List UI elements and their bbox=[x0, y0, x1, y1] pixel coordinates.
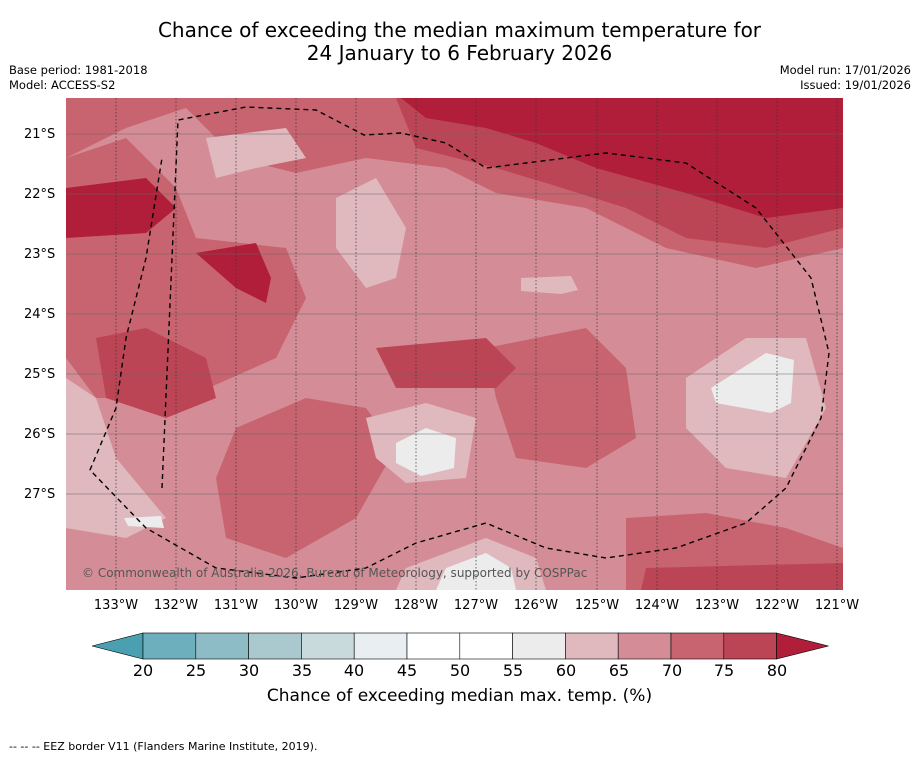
lat-label-24: 24°S bbox=[24, 307, 56, 322]
band-55-60-west bbox=[124, 516, 164, 528]
lon-label-125: 125°W bbox=[574, 598, 620, 613]
colorbar-cell bbox=[565, 632, 619, 660]
colorbar-cell bbox=[195, 632, 249, 660]
colorbar-cell bbox=[142, 632, 197, 660]
colorbar-cell bbox=[301, 632, 355, 660]
model-run: Model run: 17/01/2026 bbox=[779, 63, 911, 77]
band-55-60-east bbox=[711, 353, 794, 413]
colorbar-tick-75: 75 bbox=[713, 661, 735, 680]
model-name: Model: ACCESS-S2 bbox=[9, 78, 116, 92]
band-80-plus-inland bbox=[196, 243, 271, 303]
colorbar-tick-45: 45 bbox=[396, 661, 418, 680]
lon-label-133: 133°W bbox=[93, 598, 139, 613]
band-60-65-patch bbox=[521, 276, 578, 294]
lon-label-124: 124°W bbox=[634, 598, 680, 613]
eez-border bbox=[89, 106, 830, 579]
lat-label-21: 21°S bbox=[24, 127, 56, 142]
lat-label-26: 26°S bbox=[24, 427, 56, 442]
lon-label-123: 123°W bbox=[694, 598, 740, 613]
lon-label-121: 121°W bbox=[814, 598, 860, 613]
map-canvas: © Commonwealth of Australia 2026, Bureau… bbox=[66, 98, 843, 590]
colorbar-cell bbox=[723, 632, 777, 660]
colorbar-tick-65: 65 bbox=[608, 661, 630, 680]
title-line-1: Chance of exceeding the median maximum t… bbox=[157, 18, 762, 42]
colorbar-tick-40: 40 bbox=[343, 661, 365, 680]
band-60-65-inland bbox=[336, 178, 406, 288]
colorbar-extend-high bbox=[776, 632, 829, 660]
lon-grid bbox=[115, 98, 838, 590]
lon-label-128: 128°W bbox=[393, 598, 439, 613]
lat-label-22: 22°S bbox=[24, 187, 56, 202]
colorbar-cell bbox=[406, 632, 461, 660]
colorbar bbox=[91, 632, 829, 660]
colorbar-tick-30: 30 bbox=[238, 661, 260, 680]
colorbar-tick-35: 35 bbox=[291, 661, 313, 680]
eez-legend-note: -- -- -- EEZ border V11 (Flanders Marine… bbox=[9, 740, 318, 753]
colorbar-cell bbox=[459, 632, 513, 660]
colorbar-cell bbox=[617, 632, 672, 660]
lat-label-25: 25°S bbox=[24, 367, 56, 382]
colorbar-cell bbox=[353, 632, 408, 660]
lon-label-132: 132°W bbox=[153, 598, 199, 613]
copyright-text: © Commonwealth of Australia 2026, Bureau… bbox=[82, 566, 587, 580]
issued-date: Issued: 19/01/2026 bbox=[800, 78, 911, 92]
band-60-65-north bbox=[206, 128, 306, 178]
colorbar-cell bbox=[670, 632, 725, 660]
band-70-75-centre bbox=[486, 328, 636, 468]
title-line-2: 24 January to 6 February 2026 bbox=[306, 41, 613, 65]
colorbar-tick-20: 20 bbox=[132, 661, 154, 680]
base-period: Base period: 1981-2018 bbox=[9, 63, 148, 77]
map-grid bbox=[66, 133, 843, 495]
colorbar-tick-55: 55 bbox=[502, 661, 524, 680]
colorbar-extend-low bbox=[91, 632, 144, 660]
band-80-plus-north bbox=[401, 98, 843, 218]
band-55-60-centre bbox=[396, 428, 456, 476]
lon-label-127: 127°W bbox=[453, 598, 499, 613]
colorbar-tick-60: 60 bbox=[555, 661, 577, 680]
forecast-map: © Commonwealth of Australia 2026, Bureau… bbox=[66, 98, 843, 590]
band-75-80-centre bbox=[376, 338, 516, 388]
lon-label-131: 131°W bbox=[213, 598, 259, 613]
band-75-80-west bbox=[96, 328, 216, 418]
colorbar-tick-70: 70 bbox=[661, 661, 683, 680]
colorbar-tick-25: 25 bbox=[185, 661, 207, 680]
lon-label-130: 130°W bbox=[273, 598, 319, 613]
lon-label-126: 126°W bbox=[513, 598, 559, 613]
lon-label-122: 122°W bbox=[754, 598, 800, 613]
band-75-80-south bbox=[641, 563, 843, 590]
colorbar-label: Chance of exceeding median max. temp. (%… bbox=[266, 686, 653, 706]
colorbar-cell bbox=[248, 632, 302, 660]
colorbar-cell bbox=[512, 632, 566, 660]
band-70-75-southwest bbox=[216, 398, 396, 558]
band-60-65-southwest bbox=[66, 378, 166, 538]
colorbar-tick-50: 50 bbox=[449, 661, 471, 680]
lat-label-27: 27°S bbox=[24, 487, 56, 502]
band-80-plus-west bbox=[66, 178, 176, 238]
lon-label-129: 129°W bbox=[333, 598, 379, 613]
colorbar-tick-80: 80 bbox=[766, 661, 788, 680]
lat-label-23: 23°S bbox=[24, 247, 56, 262]
